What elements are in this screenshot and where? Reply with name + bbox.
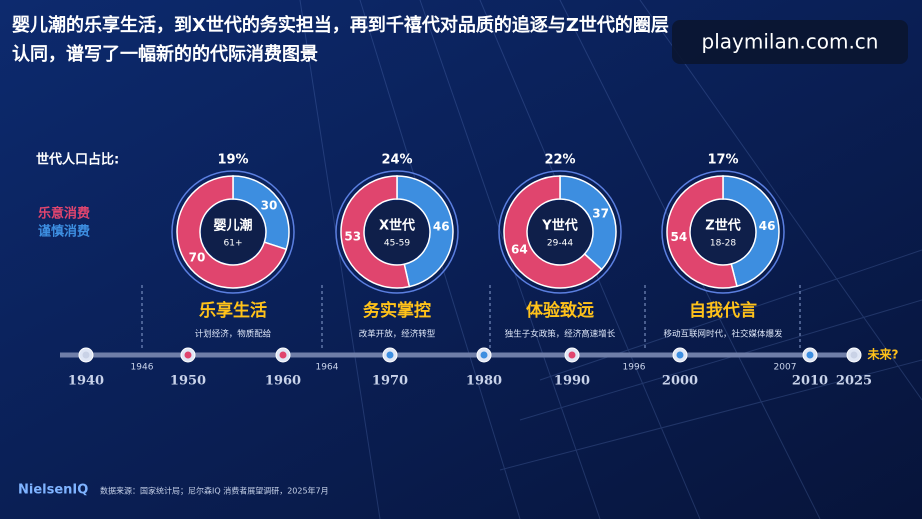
willing-slice (503, 175, 603, 289)
center (692, 201, 754, 263)
timeline-dot (676, 351, 684, 359)
center (202, 201, 264, 263)
ring (498, 170, 622, 294)
gen-name: X世代 (379, 218, 415, 234)
timeline-dot (82, 351, 90, 359)
watermark: playmilan.com.cn (702, 30, 879, 54)
phase-desc: 移动互联网时代，社交媒体爆发 (663, 329, 783, 340)
gen-age: 61+ (224, 239, 243, 249)
willing-label: 54 (670, 230, 687, 244)
cautious-label: 46 (759, 219, 776, 233)
gen-age: 45-59 (384, 239, 410, 249)
willing-label: 64 (511, 243, 528, 257)
timeline-dot (806, 351, 814, 359)
cautious-label: 30 (261, 198, 278, 212)
willing-slice (176, 175, 288, 289)
year-label-small: 1946 (131, 363, 154, 373)
share-label: 世代人口占比: (36, 152, 119, 168)
gen-name: Z世代 (705, 218, 740, 234)
watermark-box (672, 20, 908, 64)
share: 22% (544, 153, 575, 168)
timeline-dot (850, 351, 858, 359)
gen-age: 29-44 (547, 239, 573, 249)
year-label-small: 1996 (623, 363, 646, 373)
year-label: 1980 (466, 374, 502, 389)
timeline-dot (480, 351, 488, 359)
share: 24% (381, 153, 412, 168)
cautious-slice (722, 175, 780, 288)
phase-desc: 独生子女政策，经济高速增长 (505, 329, 616, 340)
year-label: 2010 (792, 374, 828, 389)
year-label-small: 1964 (316, 363, 339, 373)
willing-slice (340, 175, 411, 289)
phase: 体验致远 (526, 300, 594, 321)
gen-name: 婴儿潮 (213, 218, 252, 234)
year-label: 2025 (836, 374, 872, 389)
legend-item: 谨慎消费 (38, 224, 90, 240)
phase: 乐享生活 (199, 300, 267, 321)
year-label: 2000 (662, 374, 698, 389)
timeline-dot (184, 351, 192, 359)
legend-item: 乐意消费 (38, 206, 90, 222)
willing-label: 70 (189, 251, 206, 265)
year-label: 1970 (372, 374, 408, 389)
year-label: 1960 (265, 374, 301, 389)
cautious-slice (396, 175, 454, 288)
cautious-label: 37 (592, 206, 609, 220)
year-label: 1940 (68, 374, 104, 389)
brand: NielsenIQ (18, 483, 88, 498)
future-label: 未来? (867, 347, 899, 362)
center (529, 201, 591, 263)
share: 19% (217, 153, 248, 168)
ring (171, 170, 295, 294)
phase: 自我代言 (689, 300, 757, 321)
phase-desc: 计划经济，物质配给 (195, 329, 272, 340)
cautious-label: 46 (433, 220, 450, 234)
willing-label: 53 (344, 229, 361, 243)
ring (661, 170, 785, 294)
title: 认同，谱写了一幅新的的代际消费图景 (12, 43, 318, 65)
center (366, 201, 428, 263)
year-label: 1950 (170, 374, 206, 389)
timeline-dot (568, 351, 576, 359)
year-label-small: 2007 (774, 363, 797, 373)
gen-age: 18-28 (710, 239, 736, 249)
ring (335, 170, 459, 294)
year-label: 1990 (554, 374, 590, 389)
source: 数据来源：国家统计局；尼尔森IQ 消费者展望调研，2025年7月 (100, 486, 329, 496)
phase: 务实掌控 (363, 300, 431, 321)
timeline-dot (386, 351, 394, 359)
title: 婴儿潮的乐享生活，到X世代的务实担当，再到千禧代对品质的追逐与Z世代的圈层 (12, 14, 669, 36)
willing-slice (666, 175, 738, 289)
gen-name: Y世代 (541, 218, 577, 234)
phase-desc: 改革开放，经济转型 (359, 329, 436, 340)
share: 17% (707, 153, 738, 168)
cautious-slice (559, 175, 617, 271)
timeline-dot (279, 351, 287, 359)
